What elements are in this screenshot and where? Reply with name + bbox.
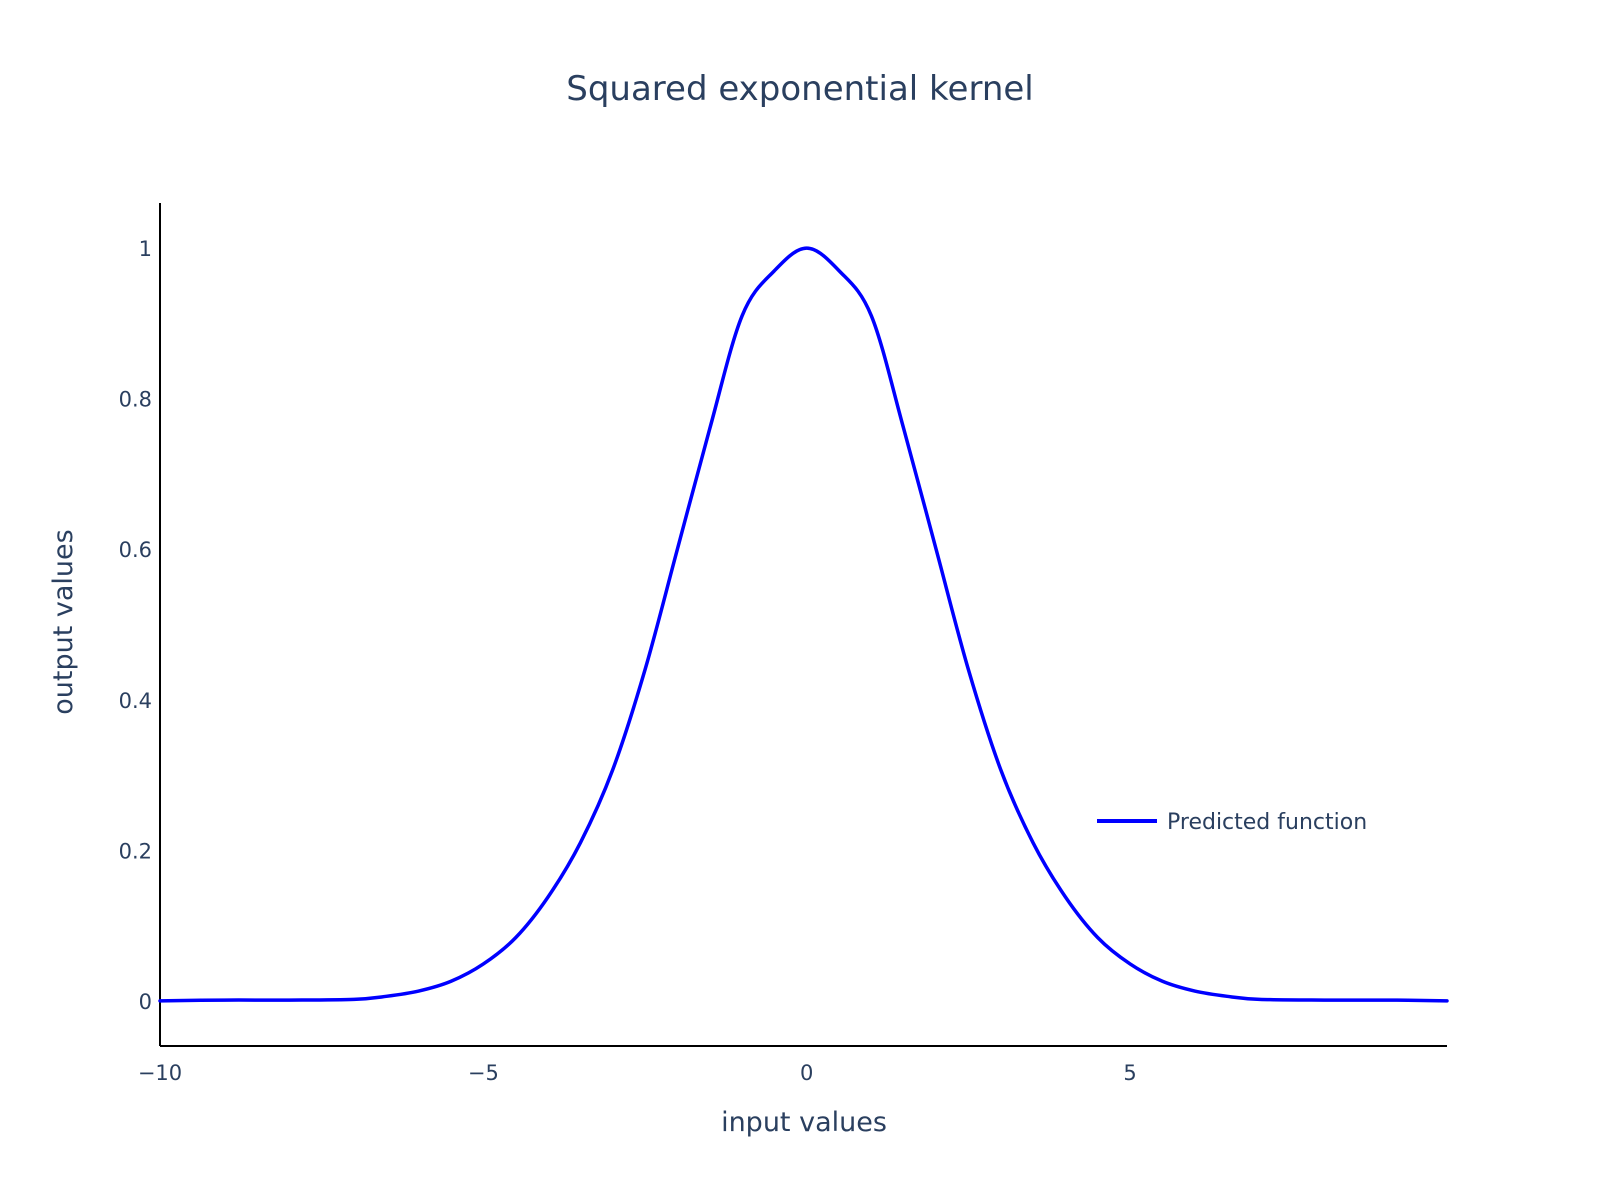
axes [159,203,1447,1047]
x-tick-label: −5 [468,1061,499,1085]
y-tick-label: 0.8 [119,388,152,412]
y-axis-title: output values [48,529,79,714]
x-tick-label: 5 [1123,1061,1136,1085]
series-line-predicted-function [158,246,1449,1003]
y-tick-label: 0.4 [119,689,152,713]
y-tick-label: 1 [139,237,152,261]
y-tick-label: 0 [139,990,152,1014]
y-tick-labels: 0 0.2 0.4 0.6 0.8 1 [119,237,152,1014]
x-axis-title: input values [721,1107,887,1138]
legend-label-predicted-function: Predicted function [1167,810,1367,835]
series-layer [158,246,1449,1003]
y-tick-label: 0.2 [119,839,152,863]
x-tick-label: −10 [138,1061,182,1085]
legend: Predicted function [1097,810,1367,835]
x-tick-label: 0 [800,1061,813,1085]
chart-title: Squared exponential kernel [566,69,1033,109]
y-tick-label: 0.6 [119,538,152,562]
x-tick-labels: −10 −5 0 5 [138,1061,1137,1085]
